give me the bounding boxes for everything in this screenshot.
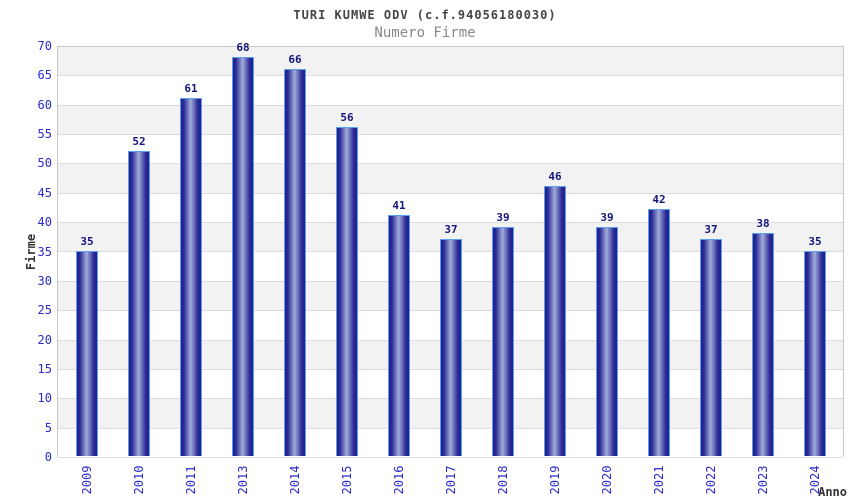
y-tick-label: 70 (37, 39, 52, 53)
bar-value-label: 46 (548, 169, 562, 183)
bar-2010 (128, 150, 150, 456)
y-tick-label: 10 (37, 391, 52, 406)
grid-band (58, 105, 843, 136)
bar-value-label: 66 (288, 52, 302, 66)
y-tick-label: 20 (37, 332, 52, 347)
y-tick-label: 60 (37, 97, 52, 112)
bar-value-label: 42 (652, 193, 666, 207)
bar-2018 (492, 227, 514, 456)
x-axis-title: Anno (818, 485, 847, 499)
grid-band (58, 193, 843, 224)
x-tick-label: 2013 (236, 465, 250, 495)
bar-2015 (336, 127, 358, 456)
chart-title: TURI KUMWE ODV (c.f.94056180030) (293, 8, 557, 22)
grid-band (58, 135, 843, 165)
x-tick-label: 2015 (340, 465, 354, 495)
x-tick-label: 2018 (496, 465, 510, 495)
bar-value-label: 38 (756, 216, 770, 230)
y-tick-label: 5 (44, 420, 52, 435)
y-tick-label: 55 (37, 127, 52, 142)
bar-2014 (284, 68, 306, 456)
plot-area: 35 52 61 68 66 56 41 37 39 46 39 42 37 38 35 (57, 41, 844, 458)
y-tick-label: 40 (37, 215, 52, 230)
y-tick-label: 45 (37, 185, 52, 200)
x-tick-label: 2009 (80, 465, 94, 495)
bar-value-label: 35 (808, 234, 822, 248)
x-tick-label: 2017 (444, 465, 458, 495)
x-tick-label: 2022 (704, 465, 718, 495)
bar-value-label: 52 (132, 134, 146, 148)
bar-2019 (544, 185, 566, 456)
bar-2017 (440, 238, 462, 456)
y-tick-label: 25 (37, 303, 52, 318)
y-tick-label: 0 (44, 450, 52, 464)
x-tick-label: 2020 (600, 465, 614, 495)
bar-value-label: 61 (184, 81, 198, 95)
bar-2024 (804, 250, 826, 456)
x-tick-label: 2021 (652, 465, 666, 495)
bar-2022 (700, 238, 722, 456)
bar-2021 (648, 209, 670, 456)
y-tick-label: 30 (37, 273, 52, 288)
grid-band (58, 47, 843, 77)
y-tick-label: 65 (37, 68, 52, 83)
y-tick-label: 15 (37, 361, 52, 376)
bar-value-label: 35 (80, 234, 94, 248)
grid-band (58, 164, 843, 194)
bar-2023 (752, 232, 774, 456)
bar-2013 (232, 56, 254, 456)
x-tick-label: 2010 (132, 465, 146, 495)
x-tick-label: 2011 (184, 465, 198, 495)
bar-value-label: 39 (496, 211, 510, 225)
bar-2011 (180, 97, 202, 456)
x-tick-label: 2014 (288, 465, 302, 495)
bar-2016 (388, 215, 410, 456)
bar-2020 (596, 227, 618, 456)
bar-value-label: 37 (704, 222, 718, 236)
bar-value-label: 39 (600, 211, 614, 225)
x-tick-label: 2023 (756, 465, 770, 495)
bar-2009 (76, 250, 98, 456)
chart-subtitle: Numero Firme (374, 25, 476, 41)
bar-value-label: 68 (236, 40, 250, 54)
bar-value-label: 56 (340, 111, 354, 125)
bar-value-label: 41 (392, 199, 406, 213)
y-tick-label: 50 (37, 156, 52, 171)
y-tick-label: 35 (37, 244, 52, 259)
bar-value-label: 37 (444, 222, 458, 236)
x-tick-label: 2019 (548, 465, 562, 495)
x-tick-label: 2016 (392, 465, 406, 495)
